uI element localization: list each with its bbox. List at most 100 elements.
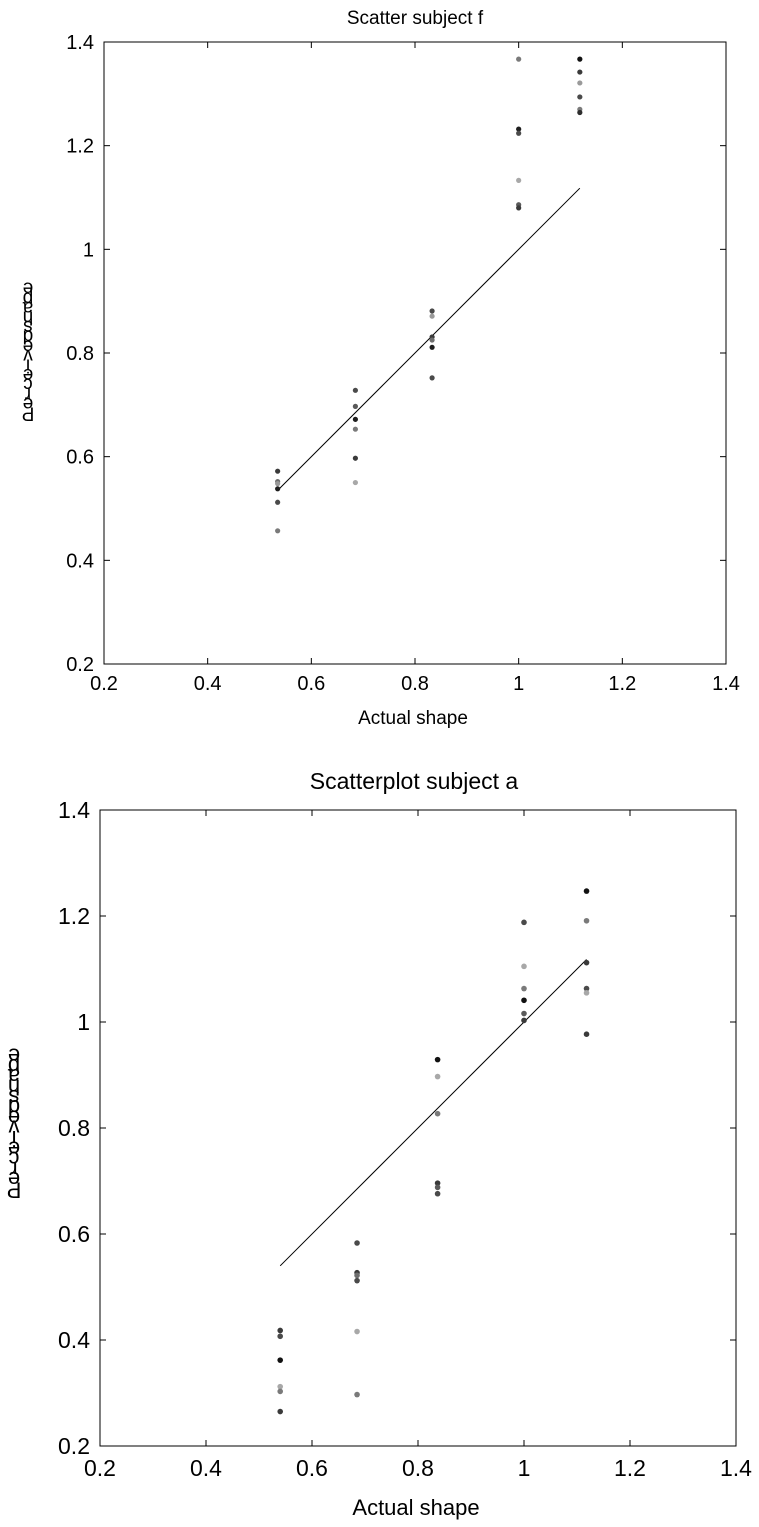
- data-point: [521, 963, 527, 970]
- data-point: [429, 313, 435, 319]
- data-point: [352, 387, 358, 393]
- data-point: [577, 94, 583, 100]
- y-axis-label-glyph: h: [8, 1074, 20, 1099]
- x-axis-label: Actual shape: [352, 1495, 479, 1520]
- x-tick-label: 0.6: [296, 1455, 328, 1481]
- data-point: [577, 56, 583, 62]
- data-point: [354, 1391, 360, 1398]
- data-point: [275, 481, 281, 487]
- x-tick-label: 1.2: [614, 1455, 646, 1481]
- y-axis-ticks: 0.2 0.4 0.6 0.8 1 1.2 1.4: [58, 797, 736, 1459]
- data-point: [577, 80, 583, 86]
- y-axis-label-glyph: p: [8, 1054, 20, 1079]
- data-point: [277, 1388, 284, 1395]
- data-point: [583, 888, 590, 894]
- data-point: [275, 528, 281, 534]
- y-axis-label-glyph: e: [23, 393, 34, 414]
- data-point: [429, 337, 435, 343]
- y-axis-label-glyph: i: [26, 355, 30, 376]
- data-point: [352, 479, 358, 486]
- identity-line: [279, 959, 587, 1267]
- y-axis-label-glyph: e: [8, 1136, 20, 1161]
- y-tick-label: 1.2: [58, 903, 90, 929]
- y-tick-label: 0.8: [58, 1115, 90, 1141]
- data-point: [434, 1110, 441, 1117]
- y-axis-label-glyph: i: [12, 1126, 17, 1151]
- y-axis-label-glyph: d: [23, 326, 34, 347]
- x-axis-label: Actual shape: [358, 708, 468, 729]
- y-axis-label-glyph: r: [10, 1157, 17, 1182]
- data-point: [277, 1357, 284, 1363]
- data-point: [352, 416, 358, 422]
- y-axis-label-glyph: c: [23, 374, 33, 395]
- data-point: [352, 403, 358, 409]
- data-point: [277, 1408, 284, 1415]
- data-point: [275, 486, 281, 492]
- x-tick-label: 1.4: [720, 1455, 752, 1481]
- data-point: [275, 468, 281, 474]
- data-point: [434, 1184, 441, 1191]
- data-point: [516, 56, 522, 62]
- y-axis-label-glyph: a: [22, 297, 33, 318]
- y-axis-label-glyph: e: [8, 1167, 20, 1192]
- data-point: [429, 375, 435, 381]
- y-axis-label-glyph: P: [7, 1177, 22, 1202]
- y-tick-label: 0.2: [66, 654, 94, 676]
- y-tick-label: 0.6: [58, 1221, 90, 1247]
- data-point: [583, 990, 590, 996]
- data-point: [354, 1328, 360, 1335]
- y-tick-label: 1: [77, 1009, 90, 1035]
- data-point: [521, 1010, 527, 1017]
- data-point: [521, 985, 527, 992]
- x-tick-label: 1.4: [712, 673, 740, 695]
- data-point: [583, 917, 590, 924]
- y-axis-label-glyph: e: [23, 364, 34, 385]
- data-point: [277, 1333, 284, 1340]
- data-point: [277, 1327, 284, 1334]
- data-points: [277, 888, 590, 1415]
- data-point: [521, 919, 527, 926]
- x-axis-ticks: 0.2 0.4 0.6 0.8 1 1.2 1.4: [90, 42, 740, 695]
- y-tick-label: 0.4: [66, 550, 94, 572]
- y-axis-label-glyph: e: [8, 1044, 20, 1069]
- y-axis-label-glyph: e: [23, 278, 34, 299]
- y-axis-label-glyph: h: [23, 307, 34, 328]
- y-axis-label-glyph: r: [24, 383, 31, 404]
- data-point: [429, 344, 435, 350]
- data-point: [583, 985, 590, 992]
- y-tick-label: 0.4: [58, 1327, 90, 1353]
- y-tick-label: 1.2: [66, 136, 94, 158]
- y-axis-ticks: 0.2 0.4 0.6 0.8 1 1.2 1.4: [66, 32, 726, 676]
- y-tick-label: 0.8: [66, 343, 94, 365]
- data-point: [434, 1056, 441, 1063]
- data-point: [583, 1031, 590, 1037]
- y-tick-label: 0.2: [58, 1433, 90, 1459]
- data-point: [516, 126, 522, 132]
- data-point: [521, 997, 527, 1004]
- x-tick-label: 0.6: [297, 673, 325, 695]
- y-tick-label: 0.6: [66, 447, 94, 469]
- data-point: [434, 1190, 441, 1197]
- y-axis-label-glyph: c: [9, 1147, 20, 1172]
- y-axis-label-glyph: P: [22, 403, 35, 424]
- chart-title: Scatterplot subject a: [310, 768, 519, 794]
- chart-title: Scatter subject f: [347, 8, 484, 29]
- y-axis-label-glyph: d: [8, 1095, 20, 1120]
- data-point: [434, 1073, 441, 1080]
- x-axis-ticks: 0.2 0.4 0.6 0.8 1 1.2 1.4: [84, 810, 752, 1481]
- data-point: [516, 205, 522, 211]
- x-tick-label: 0.2: [90, 673, 118, 695]
- x-tick-label: 0.2: [84, 1455, 116, 1481]
- y-axis-label-glyph: a: [7, 1064, 20, 1089]
- scatter-chart-subject-a: Scatterplot subject a Actual shape 0.2 0.…: [7, 768, 753, 1520]
- y-axis-label-glyph: v: [23, 345, 33, 366]
- y-axis-label-glyph: e: [23, 335, 34, 356]
- x-tick-label: 1: [513, 673, 524, 695]
- scatter-chart-subject-f: Scatter subject f Actual shape 0.2 0.4 0.6…: [22, 8, 740, 729]
- data-point: [429, 308, 435, 314]
- data-point: [352, 426, 358, 432]
- data-point: [352, 455, 358, 461]
